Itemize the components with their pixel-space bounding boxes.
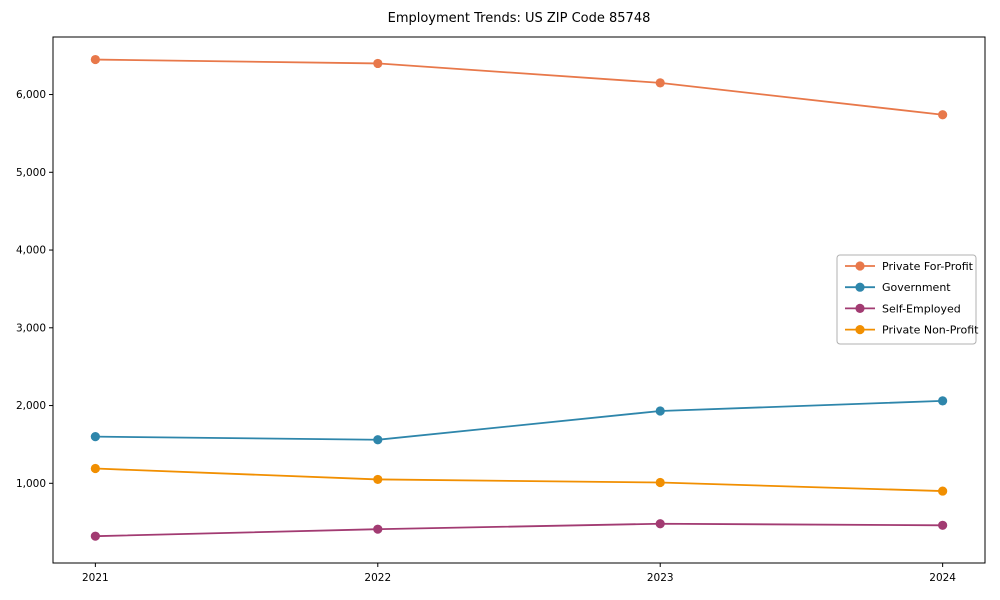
series-marker-self-employed [373,524,383,534]
y-tick-label: 5,000 [16,167,46,179]
legend-label: Private Non-Profit [882,324,979,337]
y-tick-label: 3,000 [16,322,46,334]
series-line-self-employed [95,522,943,538]
series-marker-private-non-profit [90,463,100,474]
series-marker-government [938,396,948,406]
series-marker-self-employed [655,519,665,529]
plot-border [52,36,986,564]
x-tick-label: 2022 [364,572,391,584]
series-marker-private-non-profit [373,474,383,485]
series-marker-private-for-profit [90,54,100,65]
legend-marker-swatch [855,282,865,292]
series-line-private-non-profit [95,467,943,492]
y-tick-label: 6,000 [16,89,46,101]
legend-label: Government [882,281,951,294]
series-marker-private-for-profit [373,58,383,69]
series-line-government [95,399,943,441]
legend-label: Self-Employed [882,302,961,315]
legend-marker-swatch [855,261,865,271]
x-tick-label: 2024 [929,572,956,584]
y-tick-label: 2,000 [16,400,46,412]
chart-title: Employment Trends: US ZIP Code 85748 [387,11,651,26]
legend-marker-swatch [855,325,865,335]
y-tick-label: 1,000 [16,478,46,490]
series-line-private-for-profit [95,58,943,116]
legend-label: Private For-Profit [882,260,974,273]
series-marker-private-for-profit [655,78,665,88]
series-marker-private-non-profit [938,486,948,496]
series-marker-self-employed [938,520,948,530]
legend-marker-swatch [855,303,865,313]
x-tick-label: 2023 [647,572,674,584]
y-tick-label: 4,000 [16,245,46,257]
legend-box [836,254,977,345]
series-marker-private-non-profit [655,477,665,488]
series-marker-private-for-profit [938,110,948,120]
series-marker-government [90,432,100,442]
series-marker-government [655,406,665,416]
x-tick-label: 2021 [82,572,109,584]
series-marker-government [373,435,383,445]
series-marker-self-employed [90,531,100,541]
